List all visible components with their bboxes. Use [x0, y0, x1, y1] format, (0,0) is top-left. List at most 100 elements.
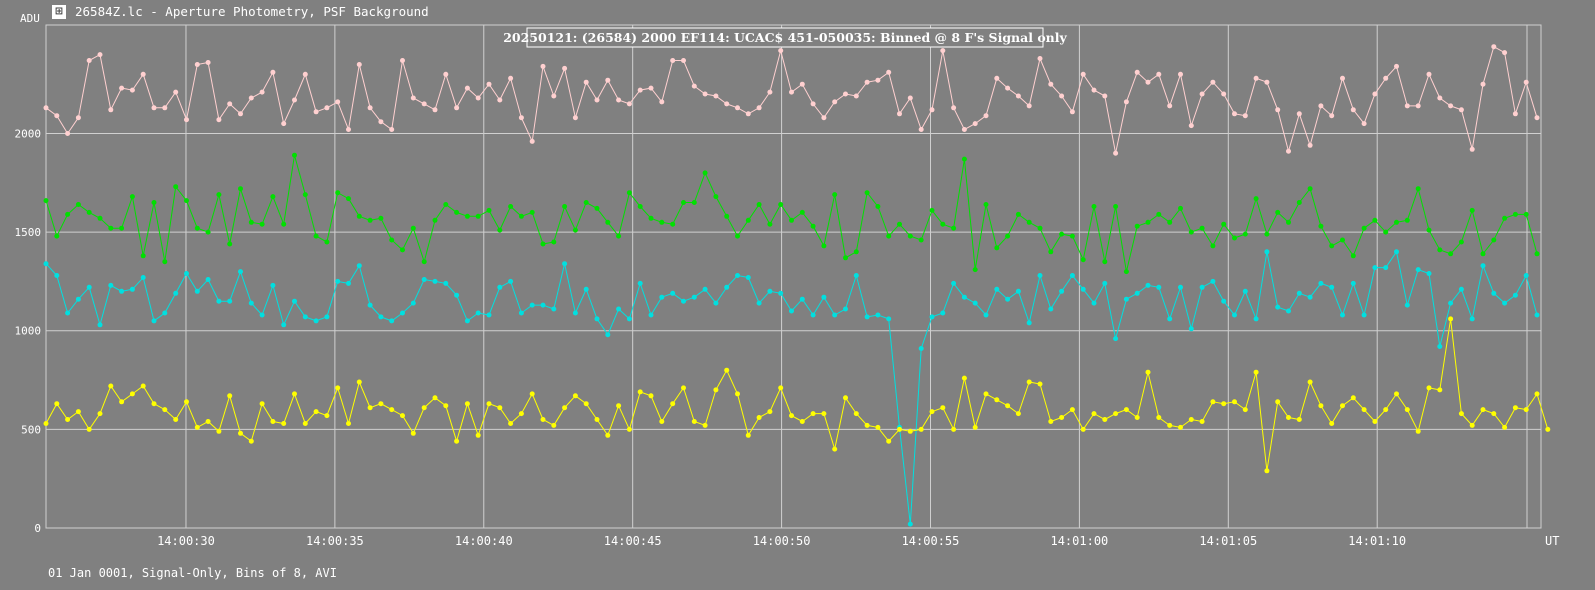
- data-point: [562, 65, 568, 71]
- data-point: [1383, 407, 1389, 413]
- data-point: [1394, 391, 1399, 397]
- data-point: [1426, 227, 1432, 233]
- data-point: [1307, 294, 1313, 300]
- data-point: [86, 284, 92, 290]
- data-point: [1458, 286, 1464, 292]
- data-point: [1037, 225, 1043, 231]
- data-point: [1480, 81, 1486, 87]
- data-point: [270, 194, 276, 200]
- data-point: [1512, 292, 1518, 298]
- data-point: [853, 93, 859, 99]
- data-point: [1113, 150, 1119, 156]
- data-point: [1469, 316, 1475, 322]
- data-point: [65, 131, 71, 136]
- data-point: [767, 409, 773, 415]
- data-point: [799, 209, 805, 215]
- data-point: [702, 286, 708, 292]
- data-point: [562, 204, 568, 209]
- data-point: [346, 127, 351, 132]
- data-point: [853, 273, 859, 278]
- data-point: [648, 312, 654, 318]
- data-point: [1167, 103, 1173, 109]
- data-point: [464, 318, 470, 324]
- data-point: [1534, 115, 1540, 121]
- data-point: [1156, 211, 1162, 217]
- data-point: [918, 127, 924, 132]
- data-point: [789, 308, 794, 314]
- data-point: [951, 105, 957, 111]
- data-point: [1232, 399, 1237, 405]
- data-point: [1437, 247, 1443, 253]
- data-point: [821, 115, 827, 121]
- data-point: [1437, 95, 1443, 101]
- data-point: [1318, 280, 1324, 286]
- data-point: [1415, 103, 1421, 109]
- series-2: [43, 152, 1540, 275]
- data-point: [594, 97, 600, 103]
- data-point: [994, 286, 1000, 292]
- data-point: [205, 277, 211, 282]
- data-point: [626, 316, 632, 322]
- data-point: [1015, 288, 1021, 294]
- data-point: [1340, 237, 1345, 243]
- data-point: [1307, 142, 1313, 148]
- data-point: [497, 227, 503, 233]
- data-point: [1502, 300, 1508, 306]
- data-point: [1015, 411, 1021, 417]
- data-point: [1469, 146, 1475, 152]
- data-point: [1350, 280, 1356, 286]
- series-1: [43, 44, 1540, 156]
- x-axis-label: UT: [1545, 534, 1559, 548]
- data-point: [583, 401, 589, 407]
- data-point: [940, 221, 946, 227]
- data-point: [518, 213, 524, 219]
- data-point: [140, 383, 146, 389]
- data-point: [1253, 316, 1259, 322]
- data-point: [853, 249, 859, 255]
- data-point: [1221, 401, 1227, 407]
- data-point: [216, 117, 222, 123]
- x-tick-label: 14:00:45: [604, 534, 662, 548]
- data-point: [1361, 225, 1367, 231]
- data-point: [486, 207, 492, 213]
- data-point: [378, 215, 384, 221]
- data-point: [346, 421, 351, 426]
- data-point: [1296, 417, 1302, 422]
- data-point: [886, 316, 892, 322]
- data-point: [745, 432, 751, 438]
- data-point: [302, 192, 308, 198]
- data-point: [162, 259, 168, 265]
- data-point: [1329, 284, 1335, 290]
- data-point: [756, 202, 762, 207]
- data-point: [1080, 257, 1086, 263]
- data-point: [799, 81, 805, 87]
- data-point: [1404, 103, 1410, 109]
- data-point: [562, 261, 568, 267]
- data-point: [1156, 415, 1162, 420]
- data-point: [1037, 381, 1043, 387]
- data-point: [173, 184, 179, 190]
- data-point: [1232, 111, 1237, 117]
- data-point: [659, 219, 665, 225]
- data-point: [681, 385, 686, 391]
- data-point: [475, 95, 481, 101]
- data-point: [637, 204, 643, 209]
- data-point: [1286, 308, 1291, 314]
- axis-tick-labels: 0 500 1000 1500 2000 14:00:30 14:00:35 14:00:40…: [15, 127, 1407, 548]
- data-point: [972, 121, 978, 127]
- data-point: [281, 121, 287, 127]
- data-point: [248, 300, 254, 306]
- data-point: [194, 424, 200, 430]
- data-point: [1383, 75, 1389, 81]
- data-point: [313, 233, 319, 239]
- data-point: [129, 87, 135, 93]
- data-point: [1048, 249, 1054, 255]
- data-point: [324, 314, 330, 320]
- data-point: [1210, 278, 1216, 284]
- data-point: [713, 194, 719, 200]
- data-point: [1307, 379, 1313, 385]
- data-point: [1080, 71, 1086, 77]
- lightcurve-app-icon[interactable]: ⊞: [52, 5, 66, 19]
- data-point: [1113, 204, 1119, 209]
- data-point: [1199, 419, 1205, 424]
